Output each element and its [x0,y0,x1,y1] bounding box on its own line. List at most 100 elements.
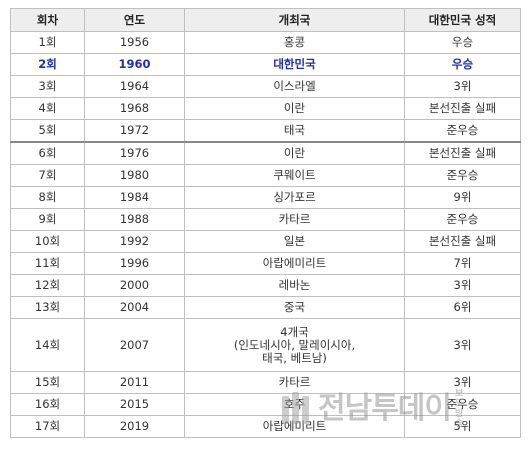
host-cell: 이란 [184,141,405,165]
host-line: 중국 [283,300,306,314]
host-cell: 일본 [184,230,405,253]
table-row: 1회 1956 홍콩 우승 [10,31,521,54]
host-cell: 싱가포르 [184,186,405,209]
host-line: 홍콩 [283,35,306,49]
round-cell: 11회 [10,252,85,275]
table-row: 12회 2000 레바논 3위 [10,274,521,297]
year-cell: 2000 [84,274,185,297]
year-cell: 1960 [84,53,185,76]
round-cell: 17회 [10,415,85,438]
host-line: 카타르 [278,375,311,389]
host-cell: 이란 [184,97,405,120]
year-cell: 1992 [84,230,185,253]
host-line: 쿠웨이트 [273,168,316,182]
host-line: 레바논 [278,278,311,292]
result-cell: 3위 [404,274,521,297]
year-cell: 1980 [84,164,185,187]
year-cell: 1984 [84,186,185,209]
table-row: 17회 2019 아랍에미리트 5위 [10,415,521,438]
result-cell: 3위 [404,318,521,372]
table-row: 11회 1996 아랍에미리트 7위 [10,252,521,275]
table-header-row: 회차 연도 개최국 대한민국 성적 [10,8,521,32]
table-row: 8회 1984 싱가포르 9위 [10,186,521,209]
table-row: 2회 1960 대한민국 우승 [10,53,521,76]
round-cell: 10회 [10,230,85,253]
table-row: 5회 1972 태국 준우승 [10,119,521,143]
table-row: 7회 1980 쿠웨이트 준우승 [10,164,521,187]
year-cell: 2011 [84,371,185,394]
round-cell: 12회 [10,274,85,297]
round-cell: 7회 [10,164,85,187]
host-cell: 아랍에미리트 [184,252,405,275]
asian-cup-results-table: 회차 연도 개최국 대한민국 성적 1회 1956 홍콩 우승 2회 1960 대한민국 우승… [10,8,521,438]
round-cell: 13회 [10,296,85,319]
result-cell: 준우승 [404,119,521,143]
round-cell: 2회 [10,53,85,76]
header-result: 대한민국 성적 [404,8,521,32]
header-round: 회차 [10,8,85,32]
table-row: 3회 1964 이스라엘 3위 [10,75,521,98]
round-cell: 6회 [10,141,85,165]
year-cell: 1988 [84,208,185,231]
round-cell: 9회 [10,208,85,231]
host-line: 일본 [283,234,306,248]
host-line: 호주 [283,397,306,411]
host-line: 이란 [283,101,306,115]
year-cell: 2015 [84,393,185,416]
host-cell: 카타르 [184,371,405,394]
host-line: 4개국 [280,324,309,339]
host-line: 이란 [283,146,306,160]
host-line: 태국, 베트남) [262,350,327,365]
result-cell: 준우승 [404,208,521,231]
result-cell: 6위 [404,296,521,319]
year-cell: 2004 [84,296,185,319]
round-cell: 15회 [10,371,85,394]
host-line: 이스라엘 [273,79,316,93]
results-table-container: 회차 연도 개최국 대한민국 성적 1회 1956 홍콩 우승 2회 1960 대한민국 우승… [10,8,521,438]
result-cell: 우승 [404,53,521,76]
table-row: 13회 2004 중국 6위 [10,296,521,319]
round-cell: 16회 [10,393,85,416]
host-line: (인도네시아, 말레이시아, [233,337,356,352]
host-line: 싱가포르 [273,190,316,204]
year-cell: 1956 [84,31,185,54]
result-cell: 본선진출 실패 [404,97,521,120]
table-row: 9회 1988 카타르 준우승 [10,208,521,231]
host-cell: 레바논 [184,274,405,297]
host-cell: 홍콩 [184,31,405,54]
result-cell: 우승 [404,31,521,54]
year-cell: 2007 [84,318,185,372]
year-cell: 1968 [84,97,185,120]
host-line: 태국 [283,123,306,137]
table-row: 6회 1976 이란 본선진출 실패 [10,141,521,165]
host-cell: 중국 [184,296,405,319]
host-cell: 대한민국 [184,53,405,76]
result-cell: 준우승 [404,164,521,187]
result-cell: 준우승 [404,393,521,416]
host-line: 대한민국 [273,57,316,71]
host-cell: 태국 [184,119,405,143]
year-cell: 1964 [84,75,185,98]
host-line: 아랍에미리트 [262,419,327,433]
host-cell: 호주 [184,393,405,416]
year-cell: 1972 [84,119,185,143]
round-cell: 14회 [10,318,85,372]
table-row: 4회 1968 이란 본선진출 실패 [10,97,521,120]
result-cell: 3위 [404,371,521,394]
host-line: 카타르 [278,212,311,226]
round-cell: 1회 [10,31,85,54]
host-cell: 4개국 (인도네시아, 말레이시아, 태국, 베트남) [184,318,405,372]
host-cell: 아랍에미리트 [184,415,405,438]
result-cell: 본선진출 실패 [404,141,521,165]
result-cell: 본선진출 실패 [404,230,521,253]
table-row: 10회 1992 일본 본선진출 실패 [10,230,521,253]
year-cell: 1976 [84,141,185,165]
round-cell: 4회 [10,97,85,120]
header-host: 개최국 [184,8,405,32]
table-row: 16회 2015 호주 준우승 [10,393,521,416]
round-cell: 5회 [10,119,85,143]
result-cell: 9위 [404,186,521,209]
host-cell: 이스라엘 [184,75,405,98]
result-cell: 7위 [404,252,521,275]
table-body: 1회 1956 홍콩 우승 2회 1960 대한민국 우승 3회 1964 이스라엘 3위 4회 1968… [10,31,521,438]
